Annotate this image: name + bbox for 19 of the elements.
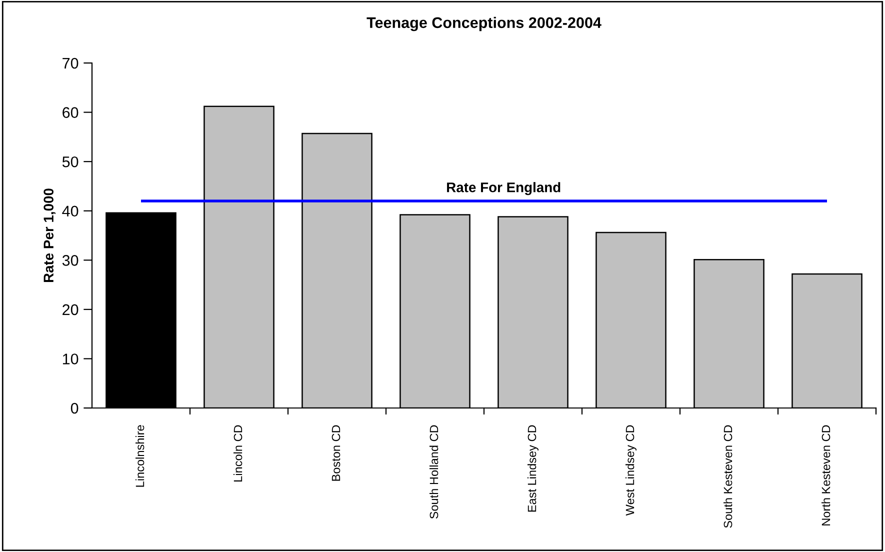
y-tick-label: 40	[62, 206, 78, 217]
ref-line-label: Rate For England	[447, 182, 560, 196]
chart-title: Teenage Conceptions 2002-2004	[366, 16, 602, 32]
x-tick-label: Boston CD	[332, 425, 340, 481]
y-tick-label: 30	[62, 255, 78, 266]
x-tick-label: South Holland CD	[429, 425, 438, 519]
x-tick-label: West Lindsey CD	[625, 425, 637, 516]
x-tick-label: North Kesteven CD	[821, 425, 830, 526]
y-tick-label: 10	[62, 354, 78, 364]
x-tick-label: Lincolnshire	[135, 425, 144, 487]
y-tick-label: 50	[62, 156, 78, 168]
x-tick-label: Lincoln CD	[233, 425, 242, 482]
y-axis-title: Rate Per 1,000	[44, 188, 56, 282]
y-tick-label: 60	[62, 107, 78, 118]
x-tick-label: East Lindsey CD	[527, 425, 539, 512]
y-tick-label: 70	[62, 58, 78, 69]
y-tick-label: 0	[70, 402, 78, 414]
y-tick-label: 20	[62, 304, 78, 316]
x-tick-label: South Kesteven CD	[723, 425, 732, 528]
